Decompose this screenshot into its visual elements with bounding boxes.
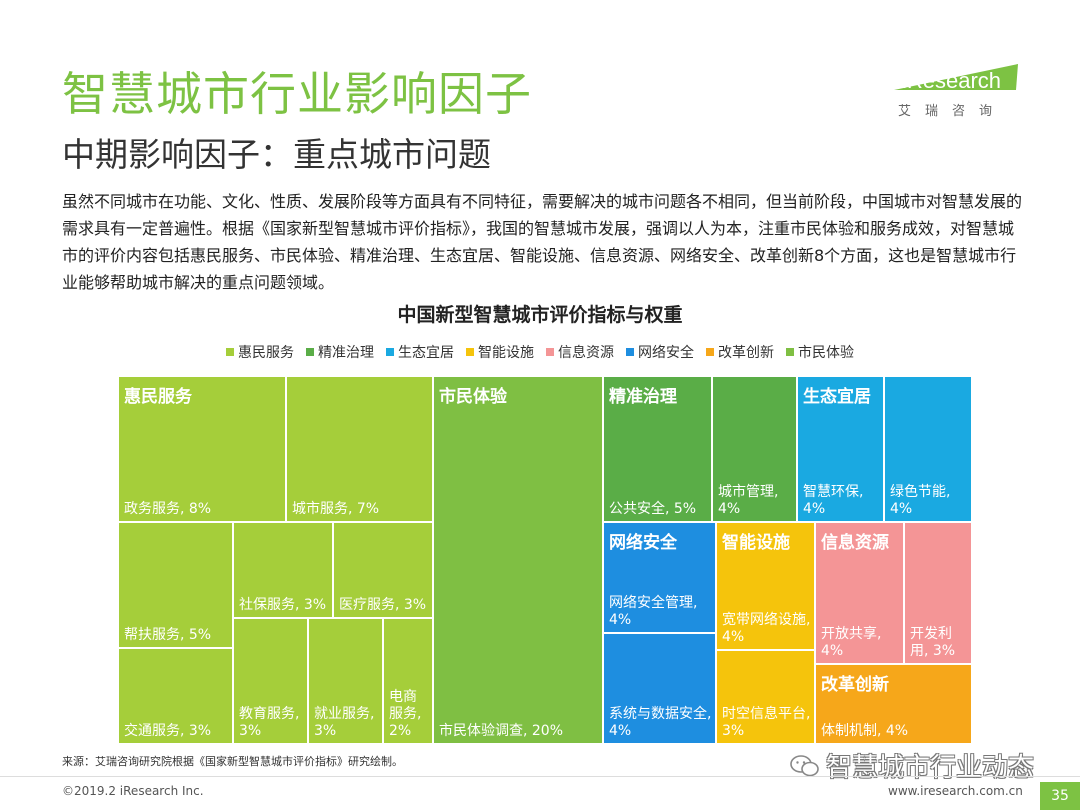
treemap-cell: 电商服务, 2% (383, 618, 433, 744)
treemap-cell-label: 系统与数据安全, 4% (609, 706, 712, 739)
treemap-cell-label: 帮扶服务, 5% (124, 627, 212, 643)
treemap-cell: 帮扶服务, 5% (118, 522, 233, 648)
treemap-cell-label: 政务服务, 8% (124, 501, 212, 517)
treemap-cell: 市民体验市民体验调查, 20% (433, 376, 603, 744)
page-subtitle: 中期影响因子：重点城市问题 (62, 135, 491, 174)
treemap-cell-label: 电商服务, 2% (389, 689, 422, 739)
treemap-cell-label: 公共安全, 5% (609, 501, 697, 517)
website-link[interactable]: www.iresearch.com.cn (888, 784, 1023, 798)
iresearch-logo: i iResearch 艾瑞咨询 (890, 60, 1040, 120)
treemap-cell: 惠民服务政务服务, 8% (118, 376, 286, 522)
treemap-group-label: 智能设施 (722, 533, 790, 553)
legend-swatch (546, 348, 554, 356)
treemap-cell-label: 智慧环保, 4% (803, 484, 864, 517)
treemap-group-label: 生态宜居 (803, 387, 871, 407)
treemap-cell-label: 交通服务, 3% (124, 723, 212, 739)
treemap-cell-label: 社保服务, 3% (239, 597, 327, 613)
legend-swatch (386, 348, 394, 356)
treemap-cell-label: 绿色节能, 4% (890, 484, 951, 517)
treemap-group-label: 惠民服务 (124, 387, 192, 407)
legend-item: 信息资源 (546, 342, 614, 362)
treemap-cell-label: 网络安全管理, 4% (609, 595, 698, 628)
legend-swatch (626, 348, 634, 356)
wechat-icon (790, 754, 819, 776)
treemap-group-label: 市民体验 (439, 387, 507, 407)
treemap-cell-label: 教育服务, 3% (239, 706, 300, 739)
treemap-cell-label: 市民体验调查, 20% (439, 723, 564, 739)
copyright: ©2019.2 iResearch Inc. (62, 784, 204, 798)
footer-divider (0, 776, 1080, 777)
legend-item: 惠民服务 (226, 342, 294, 362)
page-number: 35 (1040, 782, 1080, 810)
treemap-cell-label: 城市服务, 7% (292, 501, 380, 517)
treemap-cell-label: 宽带网络设施, 4% (722, 612, 811, 645)
treemap-group-label: 网络安全 (609, 533, 677, 553)
treemap-cell: 交通服务, 3% (118, 648, 233, 744)
treemap-cell: 智能设施宽带网络设施, 4% (716, 522, 815, 650)
legend-item: 市民体验 (786, 342, 854, 362)
svg-text:iResearch: iResearch (902, 68, 1001, 93)
source-note: 来源：艾瑞咨询研究院根据《国家新型智慧城市评价指标》研究绘制。 (62, 755, 403, 768)
legend-swatch (226, 348, 234, 356)
legend-item: 网络安全 (626, 342, 694, 362)
treemap-cell: 信息资源开放共享, 4% (815, 522, 904, 664)
legend-swatch (466, 348, 474, 356)
page-title: 智慧城市行业影响因子 (62, 67, 532, 121)
legend-item: 生态宜居 (386, 342, 454, 362)
watermark: 智慧城市行业动态 (790, 747, 1034, 784)
legend-label: 精准治理 (318, 345, 374, 361)
treemap-cell: 时空信息平台, 3% (716, 650, 815, 744)
treemap-cell: 城市管理, 4% (712, 376, 797, 522)
treemap-cell: 开发利用, 3% (904, 522, 972, 664)
legend-label: 信息资源 (558, 345, 614, 361)
svg-text:i: i (894, 68, 899, 93)
logo-subtitle: 艾瑞咨询 (898, 104, 1007, 119)
treemap-cell-label: 时空信息平台, 3% (722, 706, 811, 739)
treemap-cell-label: 体制机制, 4% (821, 723, 909, 739)
legend-label: 智能设施 (478, 345, 534, 361)
treemap-group-label: 精准治理 (609, 387, 677, 407)
treemap-cell: 系统与数据安全, 4% (603, 633, 716, 744)
legend-item: 改革创新 (706, 342, 774, 362)
treemap-cell: 网络安全网络安全管理, 4% (603, 522, 716, 633)
treemap-group-label: 改革创新 (821, 675, 889, 695)
chart-title: 中国新型智慧城市评价指标与权重 (397, 304, 683, 326)
treemap-cell-label: 开发利用, 3% (910, 626, 956, 659)
chart-legend: 惠民服务 精准治理 生态宜居 智能设施 信息资源 网络安全 改革创新 市民体验 (0, 342, 1080, 362)
legend-label: 市民体验 (798, 345, 854, 361)
watermark-text: 智慧城市行业动态 (826, 753, 1035, 783)
treemap-cell-label: 城市管理, 4% (718, 484, 779, 517)
intro-paragraph: 虽然不同城市在功能、文化、性质、发展阶段等方面具有不同特征，需要解决的城市问题各… (62, 192, 1023, 292)
legend-item: 智能设施 (466, 342, 534, 362)
treemap-cell: 医疗服务, 3% (333, 522, 433, 618)
treemap-cell: 生态宜居智慧环保, 4% (797, 376, 884, 522)
legend-swatch (706, 348, 714, 356)
treemap-cell: 城市服务, 7% (286, 376, 433, 522)
legend-label: 生态宜居 (398, 345, 454, 361)
treemap-cell-label: 开放共享, 4% (821, 626, 882, 659)
treemap-cell: 精准治理公共安全, 5% (603, 376, 712, 522)
treemap-cell-label: 医疗服务, 3% (339, 597, 427, 613)
treemap-cell: 社保服务, 3% (233, 522, 333, 618)
legend-swatch (306, 348, 314, 356)
treemap-chart: 惠民服务政务服务, 8% 城市服务, 7% 帮扶服务, 5% 交通服务, 3% 社保服务… (118, 376, 972, 744)
legend-swatch (786, 348, 794, 356)
legend-label: 改革创新 (718, 345, 774, 361)
legend-item: 精准治理 (306, 342, 374, 362)
treemap-cell-label: 就业服务, 3% (314, 706, 375, 739)
treemap-cell: 改革创新体制机制, 4% (815, 664, 972, 744)
treemap-cell: 就业服务, 3% (308, 618, 383, 744)
legend-label: 惠民服务 (238, 345, 294, 361)
treemap-cell: 绿色节能, 4% (884, 376, 972, 522)
treemap-group-label: 信息资源 (821, 533, 889, 553)
iresearch-logo-mark: i iResearch (894, 64, 1018, 93)
treemap-cell: 教育服务, 3% (233, 618, 308, 744)
legend-label: 网络安全 (638, 345, 694, 361)
